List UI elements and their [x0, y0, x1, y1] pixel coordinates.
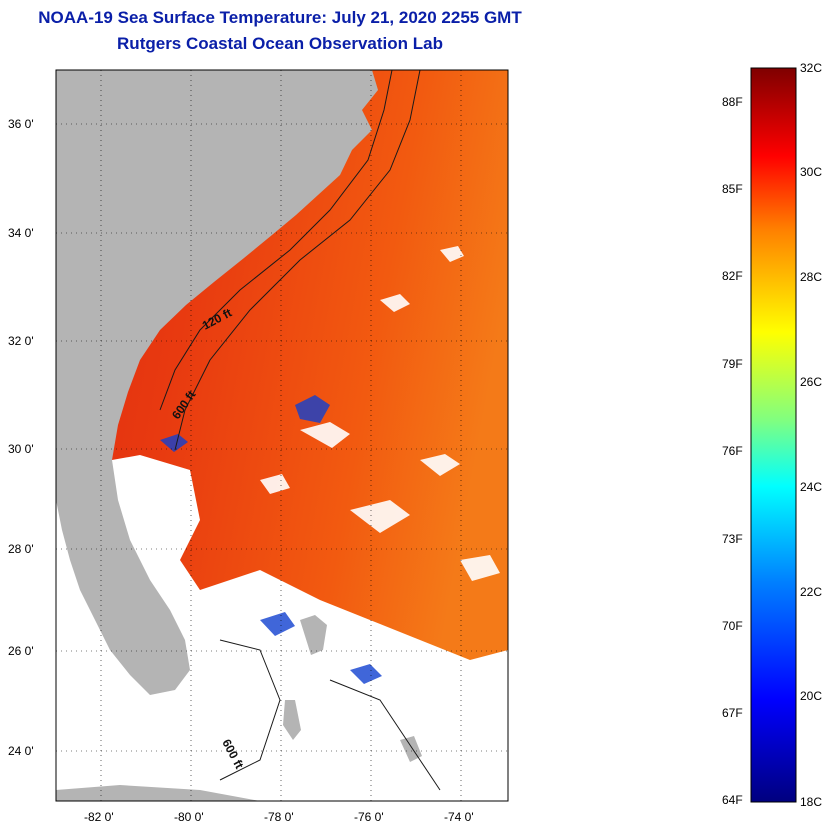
contour-600ft: [174, 70, 421, 451]
cloud-patches: [260, 246, 500, 581]
land-cuba: [56, 785, 260, 801]
colorbar-f-73: 73F: [722, 532, 743, 546]
lat-label-32: 32 0': [8, 334, 34, 348]
colorbar-c-26: 26C: [800, 375, 823, 389]
map-subtitle: Rutgers Coastal Ocean Observation Lab: [117, 34, 443, 53]
colorbar: [750, 67, 797, 803]
colorbar-f-82: 82F: [722, 269, 743, 283]
land-us: [56, 70, 378, 695]
colorbar-c-22: 22C: [800, 585, 823, 599]
lon-label-80: -80 0': [174, 810, 204, 824]
lat-label-36: 36 0': [8, 117, 34, 131]
lon-label-78: -78 0': [264, 810, 294, 824]
lon-label-74: -74 0': [444, 810, 474, 824]
colorbar-f-85: 85F: [722, 182, 743, 196]
lat-label-30: 30 0': [8, 442, 34, 456]
colorbar-f-79: 79F: [722, 357, 743, 371]
map-title: NOAA-19 Sea Surface Temperature: July 21…: [38, 8, 522, 27]
colorbar-c-24: 24C: [800, 480, 823, 494]
colorbar-c-18: 18C: [800, 795, 823, 809]
colorbar-c-32: 32C: [800, 61, 823, 75]
map-frame: [55, 69, 509, 802]
graticule: [56, 70, 508, 801]
lon-label-82: -82 0': [84, 810, 114, 824]
lon-label-76: -76 0': [354, 810, 384, 824]
land-bahamas: [283, 615, 422, 762]
colorbar-c-28: 28C: [800, 270, 823, 284]
colorbar-f-70: 70F: [722, 619, 743, 633]
colorbar-f-64: 64F: [722, 793, 743, 807]
lat-label-26: 26 0': [8, 644, 34, 658]
colorbar-f-76: 76F: [722, 444, 743, 458]
lat-label-34: 34 0': [8, 226, 34, 240]
cool-patches: [160, 395, 382, 684]
colorbar-f-88: 88F: [722, 95, 743, 109]
colorbar-f-67: 67F: [722, 706, 743, 720]
contour-bahamas: [219, 639, 441, 791]
contour-120ft: [159, 70, 393, 411]
colorbar-c-30: 30C: [800, 165, 823, 179]
lat-label-24: 24 0': [8, 744, 34, 758]
lat-label-28: 28 0': [8, 542, 34, 556]
colorbar-c-20: 20C: [800, 689, 823, 703]
